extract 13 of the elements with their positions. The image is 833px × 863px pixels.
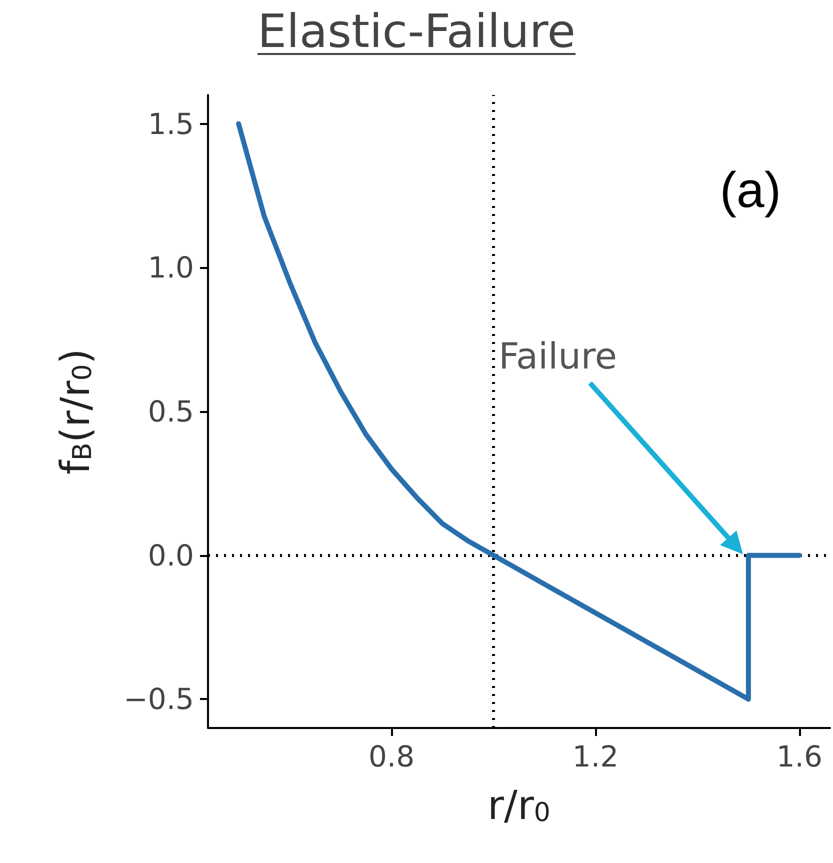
- x-tick-label: 1.6: [776, 740, 822, 774]
- y-tick-label: −0.5: [124, 682, 194, 716]
- y-tick-label: 1.0: [148, 250, 194, 285]
- x-tick-label: 1.2: [572, 740, 619, 774]
- y-tick-label: 1.5: [148, 106, 194, 141]
- annotation: Failure: [498, 336, 618, 378]
- x-tick-label: 0.8: [368, 740, 415, 774]
- annotation: (a): [720, 162, 781, 218]
- chart-title: Elastic-Failure: [257, 4, 576, 58]
- x-axis-title: r/r0: [488, 783, 550, 829]
- y-axis-title: fB(r/r0): [53, 348, 99, 475]
- y-tick-label: 0.0: [148, 538, 194, 572]
- y-tick-label: 0.5: [148, 394, 194, 428]
